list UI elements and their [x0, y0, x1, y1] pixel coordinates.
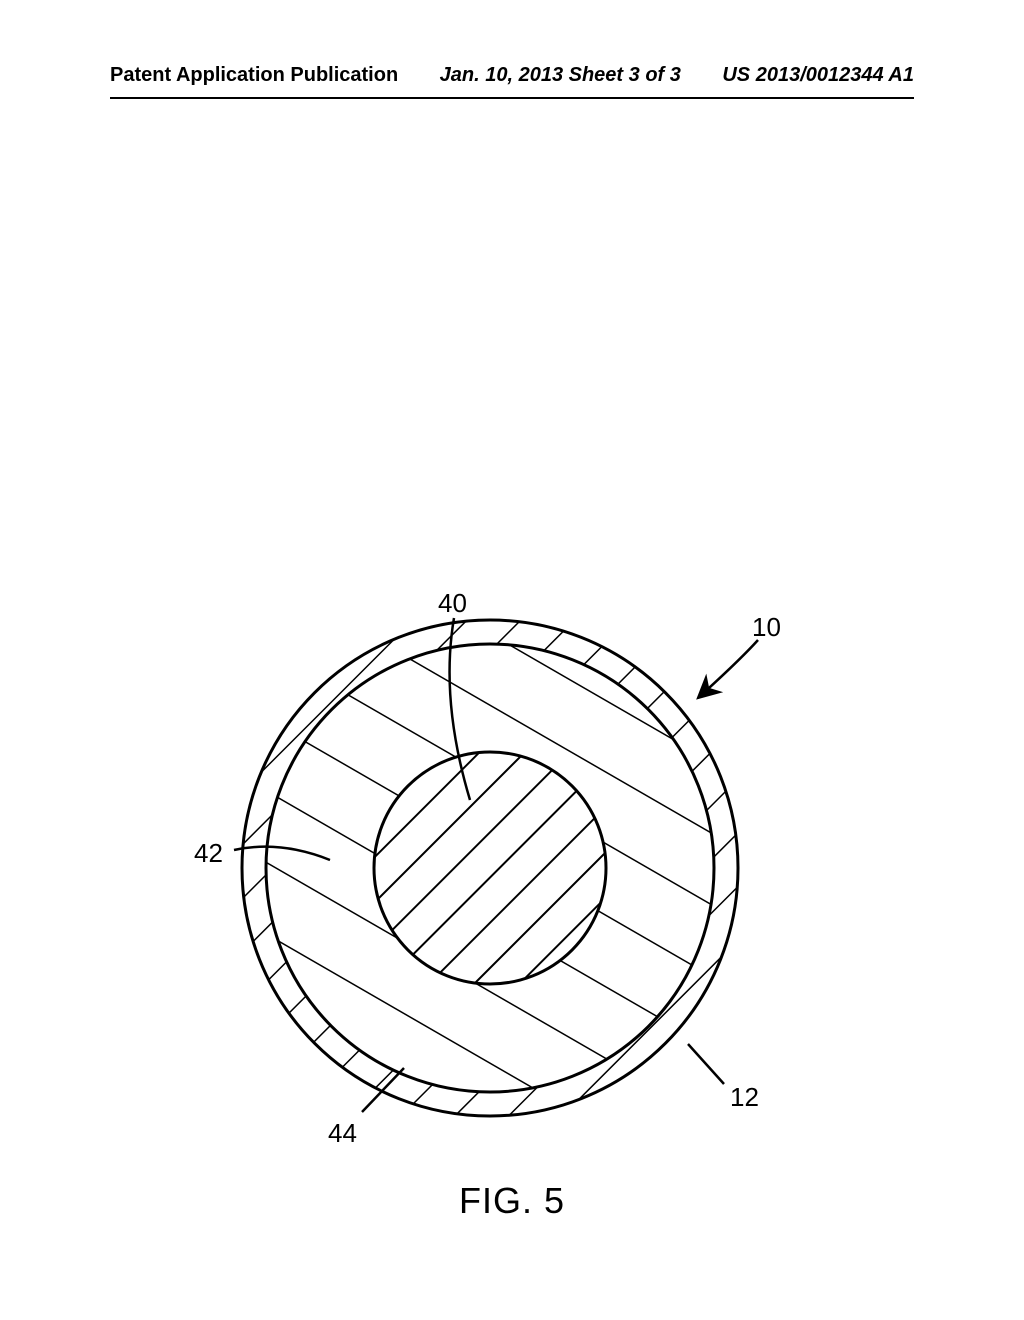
- header-rule: [110, 97, 914, 99]
- header-right: US 2013/0012344 A1: [722, 64, 914, 87]
- header-center: Jan. 10, 2013 Sheet 3 of 3: [440, 64, 681, 87]
- figure-area: 40 10 42 44 12 FIG. 5: [0, 280, 1024, 980]
- header-text-row: Patent Application Publication Jan. 10, …: [110, 64, 914, 87]
- ref-label-10: 10: [752, 612, 781, 643]
- figure-caption: FIG. 5: [0, 1180, 1024, 1222]
- ref-label-40: 40: [438, 588, 467, 619]
- header-left: Patent Application Publication: [110, 64, 398, 87]
- ref-label-44: 44: [328, 1118, 357, 1149]
- ref-label-42: 42: [194, 838, 223, 869]
- ref-label-12: 12: [730, 1082, 759, 1113]
- figure-svg: [0, 280, 1024, 1240]
- page-header: Patent Application Publication Jan. 10, …: [0, 64, 1024, 99]
- page: Patent Application Publication Jan. 10, …: [0, 0, 1024, 1320]
